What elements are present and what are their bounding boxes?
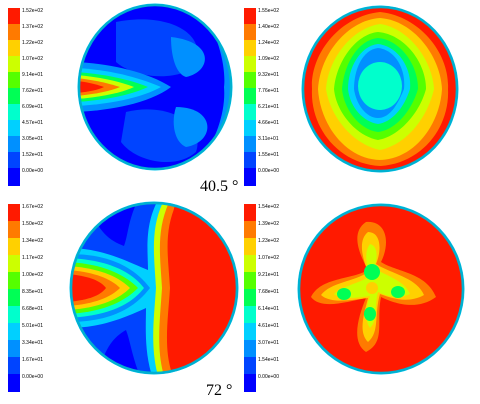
- legend-label: 9.14e+01: [22, 72, 43, 78]
- legend-swatch: [8, 120, 20, 138]
- legend-label: 0.00e+00: [258, 168, 279, 174]
- legend-label: 1.37e+02: [22, 24, 43, 30]
- legend-swatch: [8, 204, 20, 222]
- legend-swatch: [244, 88, 256, 106]
- legend-swatch: [244, 306, 256, 324]
- legend-swatch: [244, 168, 256, 186]
- legend-label: 6.21e+01: [258, 104, 279, 110]
- legend-swatch: [8, 340, 20, 358]
- legend-label: 3.34e+01: [22, 340, 43, 346]
- legend-swatch: [244, 340, 256, 358]
- legend-swatch: [244, 152, 256, 170]
- legend-swatch: [8, 152, 20, 170]
- legend-swatch: [244, 255, 256, 273]
- legend-label: 1.07e+02: [258, 255, 279, 261]
- legend-label: 1.22e+02: [22, 40, 43, 46]
- legend-swatch: [244, 56, 256, 74]
- legend-label: 1.50e+02: [22, 221, 43, 227]
- legend-swatch: [8, 8, 20, 26]
- legend-label: 9.21e+01: [258, 272, 279, 278]
- legend-label: 3.07e+01: [258, 340, 279, 346]
- legend-swatch: [8, 289, 20, 307]
- legend-label: 1.24e+02: [258, 40, 279, 46]
- legend-swatch: [8, 323, 20, 341]
- legend-label: 5.01e+01: [22, 323, 43, 329]
- legend-swatch: [8, 374, 20, 392]
- legend-swatch: [8, 56, 20, 74]
- legend-swatch: [244, 8, 256, 26]
- legend-swatch: [8, 357, 20, 375]
- legend-swatch: [244, 104, 256, 122]
- legend-swatch: [244, 323, 256, 341]
- legend-swatch: [244, 24, 256, 42]
- legend-label: 4.61e+01: [258, 323, 279, 329]
- legend-label: 1.55e+01: [258, 152, 279, 158]
- legend-label: 1.67e+02: [22, 204, 43, 210]
- legend-label: 1.17e+02: [22, 255, 43, 261]
- legend-label: 9.32e+01: [258, 72, 279, 78]
- caption-angle-40: 40.5 °: [200, 178, 239, 195]
- legend-label: 1.67e+01: [22, 357, 43, 363]
- legend-swatch: [8, 221, 20, 239]
- legend-label: 1.07e+02: [22, 56, 43, 62]
- legend-label: 1.09e+02: [258, 56, 279, 62]
- legend-label: 0.00e+00: [258, 374, 279, 380]
- legend-swatch: [8, 136, 20, 154]
- legend-swatch: [8, 238, 20, 256]
- legend-label: 7.68e+01: [258, 289, 279, 295]
- legend-label: 1.40e+02: [258, 24, 279, 30]
- legend-label: 6.09e+01: [22, 104, 43, 110]
- legend-label: 4.57e+01: [22, 120, 43, 126]
- legend-swatch: [244, 204, 256, 222]
- legend-swatch: [244, 238, 256, 256]
- legend-label: 1.00e+02: [22, 272, 43, 278]
- contour-disc: [69, 201, 239, 375]
- legend-label: 1.23e+02: [258, 238, 279, 244]
- legend-swatch: [244, 221, 256, 239]
- contour-disc: [77, 3, 233, 171]
- legend-label: 1.52e+01: [22, 152, 43, 158]
- legend-label: 0.00e+00: [22, 374, 43, 380]
- legend-label: 1.54e+01: [258, 357, 279, 363]
- legend-label: 1.54e+02: [258, 204, 279, 210]
- legend-label: 3.05e+01: [22, 136, 43, 142]
- legend-swatch: [244, 72, 256, 90]
- legend-label: 0.00e+00: [22, 168, 43, 174]
- contour-disc: [297, 203, 465, 375]
- legend-swatch: [244, 272, 256, 290]
- legend-swatch: [244, 374, 256, 392]
- legend-swatch: [8, 255, 20, 273]
- legend-label: 6.68e+01: [22, 306, 43, 312]
- legend-label: 3.11e+01: [258, 136, 279, 142]
- legend-swatch: [8, 104, 20, 122]
- legend-swatch: [8, 88, 20, 106]
- legend-label: 4.66e+01: [258, 120, 279, 126]
- legend-label: 8.35e+01: [22, 289, 43, 295]
- legend-swatch: [8, 72, 20, 90]
- legend-swatch: [8, 306, 20, 324]
- legend-swatch: [244, 136, 256, 154]
- legend-label: 1.34e+02: [22, 238, 43, 244]
- legend-swatch: [244, 357, 256, 375]
- legend-label: 7.76e+01: [258, 88, 279, 94]
- caption-angle-72: 72 °: [206, 382, 233, 399]
- contour-disc: [301, 5, 459, 173]
- legend-label: 6.14e+01: [258, 306, 279, 312]
- legend-swatch: [244, 40, 256, 58]
- legend-swatch: [8, 40, 20, 58]
- legend-swatch: [8, 168, 20, 186]
- legend-swatch: [244, 120, 256, 138]
- legend-label: 1.52e+02: [22, 8, 43, 14]
- legend-label: 1.39e+02: [258, 221, 279, 227]
- legend-label: 7.62e+01: [22, 88, 43, 94]
- legend-swatch: [244, 289, 256, 307]
- legend-label: 1.55e+02: [258, 8, 279, 14]
- legend-swatch: [8, 24, 20, 42]
- legend-swatch: [8, 272, 20, 290]
